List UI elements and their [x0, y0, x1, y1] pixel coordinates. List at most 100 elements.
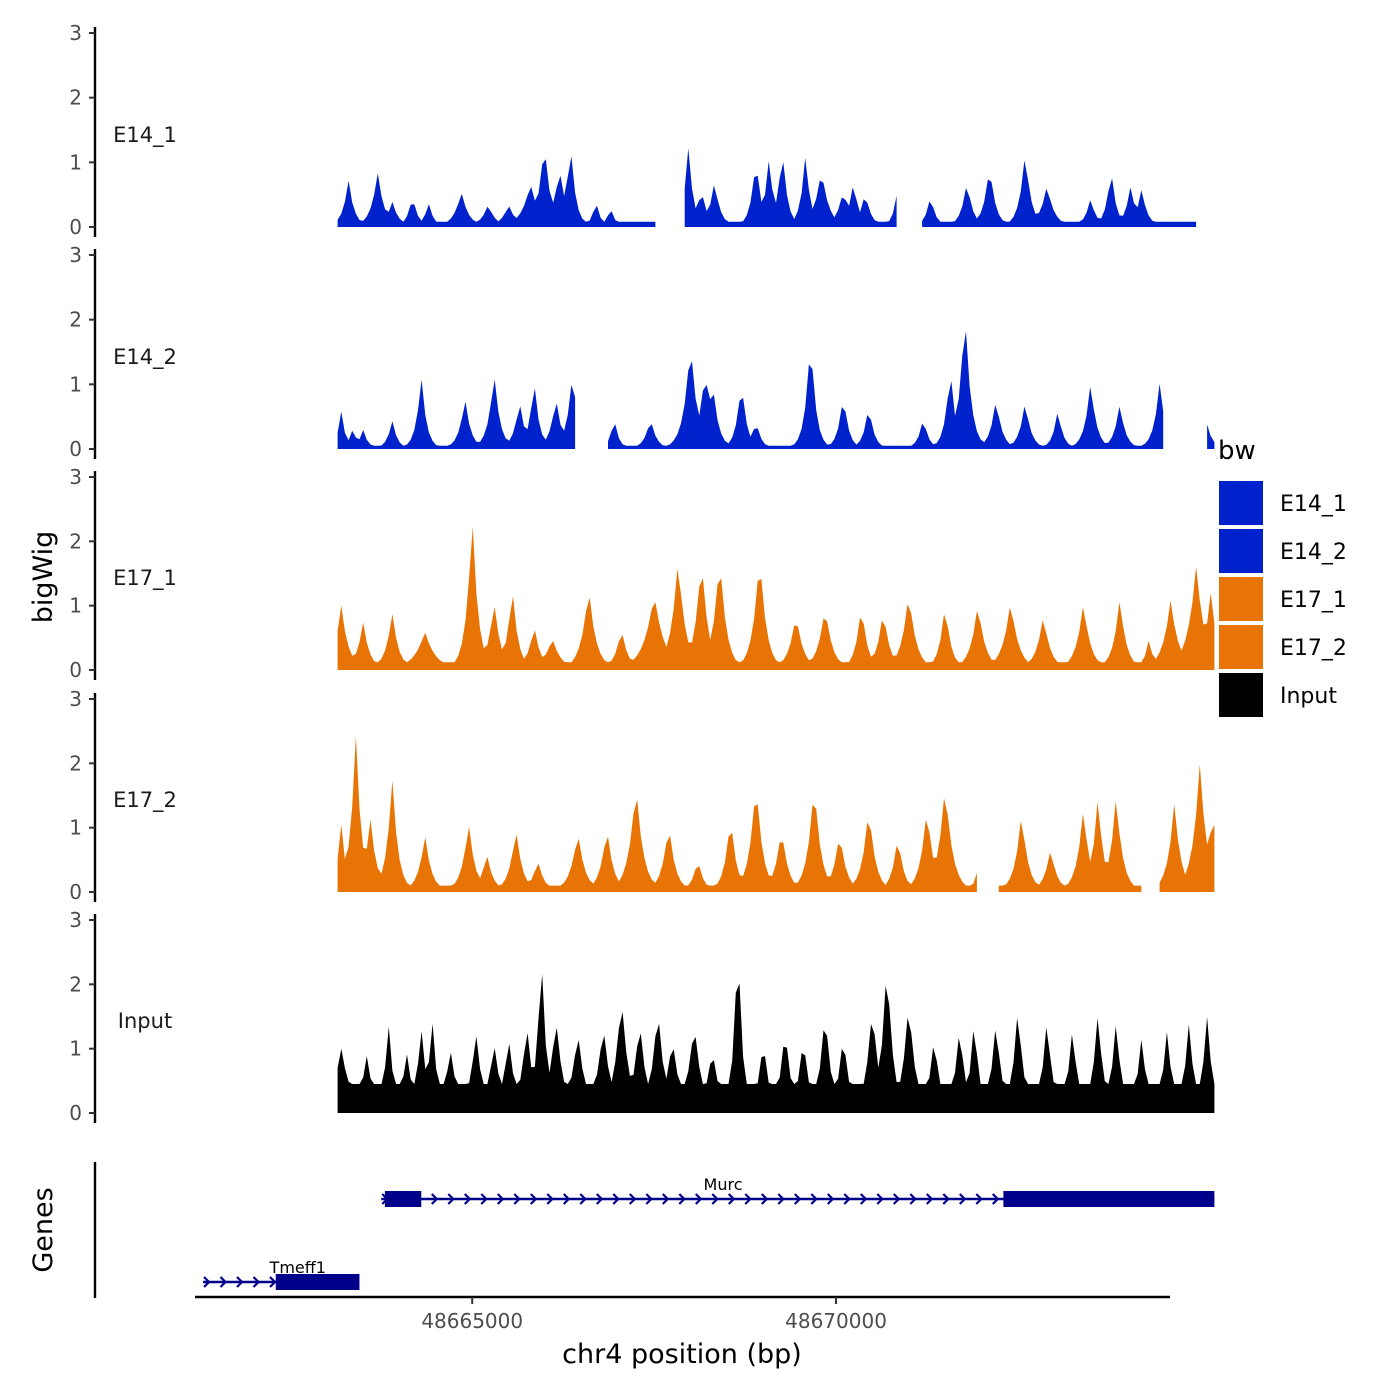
coverage-area: [337, 736, 977, 892]
y-tick-label: 3: [69, 243, 82, 267]
strand-arrow: [859, 1193, 868, 1205]
track-label: Input: [118, 1009, 172, 1033]
track-e17-1: 0 1 2 3 E17_1: [69, 465, 1215, 682]
coverage-area: [684, 148, 897, 227]
y-tick-label: 1: [69, 150, 82, 174]
coverage-area: [1207, 424, 1215, 449]
strand-arrow: [793, 1193, 802, 1205]
gene-label: Tmeff1: [269, 1258, 326, 1277]
legend-items: E14_1 E14_2 E17_1 E17_2 Input: [1217, 479, 1347, 719]
legend-label: Input: [1280, 684, 1337, 709]
gene-models: Murc Tmeff1: [203, 1175, 1215, 1290]
strand-arrow: [430, 1193, 439, 1205]
strand-arrow: [991, 1193, 1000, 1205]
y-tick-label: 2: [69, 972, 82, 996]
track-label: E17_2: [113, 788, 177, 813]
y-tick-label: 2: [69, 308, 82, 332]
legend-label: E14_2: [1280, 540, 1347, 565]
strand-arrow: [203, 1276, 211, 1288]
coverage-area: [337, 974, 1215, 1113]
y-tick-label: 0: [69, 215, 82, 239]
gene-exon: [384, 1191, 422, 1207]
track-input: 0 1 2 3 Input: [69, 908, 1215, 1125]
strand-arrow: [529, 1193, 538, 1205]
strand-arrow: [219, 1276, 228, 1288]
strand-arrow: [480, 1193, 488, 1205]
strand-arrow: [612, 1193, 620, 1205]
legend: bw E14_1 E14_2 E17_1 E17_2 Input: [1217, 436, 1347, 719]
strand-arrow: [463, 1193, 472, 1205]
strand-arrow: [694, 1193, 703, 1205]
track-label: E17_1: [113, 566, 177, 591]
strand-arrow: [595, 1193, 604, 1205]
strand-arrow: [447, 1193, 455, 1205]
x-axis-ticks: 48665000 48670000: [421, 1297, 887, 1333]
strand-arrow: [513, 1193, 521, 1205]
gene-exon: [1003, 1191, 1215, 1207]
track-e14-2: 0 1 2 3 E14_2: [69, 243, 1215, 461]
strand-arrow: [562, 1193, 571, 1205]
strand-arrow: [628, 1193, 637, 1205]
coverage-area: [1159, 764, 1215, 892]
gene-track: Murc Tmeff1: [93, 1162, 1215, 1298]
strand-arrow: [711, 1193, 719, 1205]
strand-arrow: [661, 1193, 670, 1205]
legend-swatch: [1217, 479, 1265, 527]
legend-item-e17-2: E17_2: [1217, 623, 1347, 671]
y-tick-label: 0: [69, 880, 82, 904]
strand-arrow: [496, 1193, 505, 1205]
y-tick-label: 1: [69, 594, 82, 618]
strand-arrow: [678, 1193, 686, 1205]
coverage-area: [998, 801, 1142, 892]
strand-arrow: [876, 1193, 884, 1205]
track-label: E14_1: [113, 123, 177, 148]
strand-arrow: [269, 1276, 277, 1288]
coverage-area: [337, 526, 1215, 670]
legend-swatch: [1217, 575, 1265, 623]
x-tick-label: 48665000: [421, 1309, 523, 1333]
legend-item-e17-1: E17_1: [1217, 575, 1347, 623]
strand-arrow: [579, 1193, 587, 1205]
strand-arrow: [744, 1193, 752, 1205]
gene-exon: [275, 1274, 360, 1290]
legend-title: bw: [1218, 436, 1256, 466]
y-tick-label: 0: [69, 1101, 82, 1125]
track-e17-2: 0 1 2 3 E17_2: [69, 687, 1215, 904]
strand-arrow: [909, 1193, 917, 1205]
x-tick-label: 48670000: [785, 1309, 887, 1333]
strand-arrow: [810, 1193, 818, 1205]
strand-arrow: [777, 1193, 785, 1205]
strand-arrow: [958, 1193, 967, 1205]
strand-arrow: [645, 1193, 653, 1205]
legend-swatch: [1217, 623, 1265, 671]
strand-arrow: [760, 1193, 769, 1205]
strand-arrow: [546, 1193, 554, 1205]
legend-swatch: [1217, 527, 1265, 575]
y-tick-label: 1: [69, 816, 82, 840]
coverage-area: [337, 379, 576, 449]
x-axis: 48665000 48670000 chr4 position (bp): [195, 1295, 1170, 1370]
legend-item-e14-2: E14_2: [1217, 527, 1347, 575]
strand-arrow: [925, 1193, 934, 1205]
y-tick-label: 0: [69, 437, 82, 461]
coverage-area: [608, 331, 1164, 449]
y-tick-label: 3: [69, 908, 82, 932]
y-tick-label: 2: [69, 86, 82, 110]
y-tick-label: 2: [69, 529, 82, 553]
legend-label: E17_2: [1280, 636, 1347, 661]
y-tick-label: 3: [69, 465, 82, 489]
gene-tmeff1: Tmeff1: [203, 1258, 360, 1290]
coverage-area: [337, 156, 656, 227]
strand-arrow: [727, 1193, 736, 1205]
strand-arrow: [826, 1193, 835, 1205]
y-tick-label: 3: [69, 687, 82, 711]
strand-arrow: [892, 1193, 901, 1205]
strand-arrow: [975, 1193, 983, 1205]
coverage-tracks: 0 1 2 3 E14_1 0 1 2 3 E14_2 0 1 2 3 E17_1 0 1 2 3 E17_2 0 1 2 3…: [69, 21, 1215, 1125]
gene-track-title: Genes: [28, 1187, 59, 1272]
y-tick-label: 0: [69, 658, 82, 682]
gene-label: Murc: [704, 1175, 743, 1194]
legend-item-e14-1: E14_1: [1217, 479, 1347, 527]
legend-label: E17_1: [1280, 588, 1347, 613]
